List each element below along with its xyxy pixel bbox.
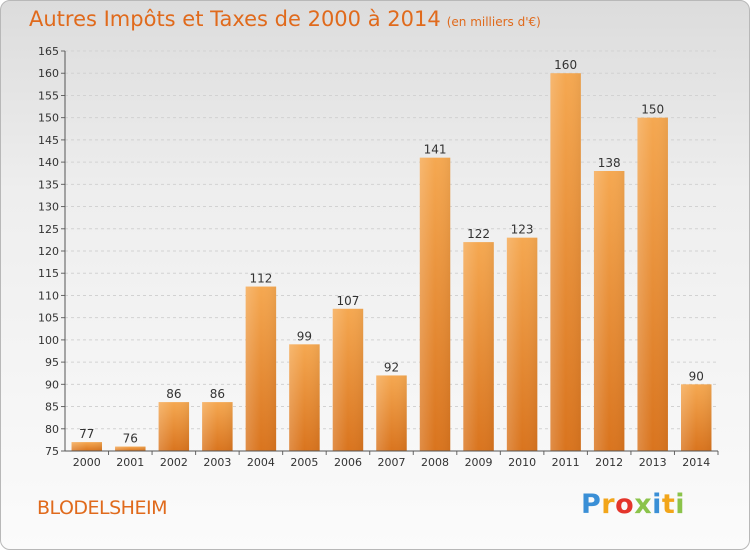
logo-letter: x xyxy=(634,489,653,520)
x-tick-label: 2000 xyxy=(73,456,101,469)
y-tick-label: 90 xyxy=(45,378,59,391)
y-tick-label: 120 xyxy=(38,245,59,258)
x-tick-label: 2003 xyxy=(203,456,231,469)
bars xyxy=(71,73,712,452)
bar-value-label: 150 xyxy=(641,103,664,117)
x-tick-label: 2011 xyxy=(552,456,580,469)
bar-shine xyxy=(376,375,407,451)
y-tick-label: 110 xyxy=(38,289,59,302)
bar-shine xyxy=(115,446,146,451)
y-tick-label: 125 xyxy=(38,223,59,236)
bar-shine xyxy=(506,237,538,451)
logo-letter: t xyxy=(661,489,676,520)
y-tick-label: 105 xyxy=(38,312,59,325)
y-tick-label: 145 xyxy=(38,134,59,147)
bar-value-label: 138 xyxy=(598,156,621,170)
x-tick-label: 2009 xyxy=(465,456,493,469)
y-tick-label: 140 xyxy=(38,156,59,169)
bar-shine xyxy=(71,442,103,451)
logo-letter: i xyxy=(652,489,662,520)
x-tick-label: 2014 xyxy=(682,456,710,469)
bar-shine xyxy=(637,117,668,452)
x-tick-label: 2002 xyxy=(160,456,188,469)
y-tick-label: 160 xyxy=(38,67,59,80)
bar-value-label: 86 xyxy=(166,387,181,401)
bar-value-label: 77 xyxy=(79,427,94,441)
commune-name: BLODELSHEIM xyxy=(37,497,167,519)
bar-shine xyxy=(463,242,494,451)
bar-value-label: 112 xyxy=(249,272,272,286)
bar-value-label: 107 xyxy=(337,294,360,308)
x-tick-label: 2013 xyxy=(639,456,667,469)
logo-letter: o xyxy=(615,489,635,520)
x-tick-label: 2004 xyxy=(247,456,275,469)
bar-value-label: 86 xyxy=(210,387,225,401)
chart-title-text: Autres Impôts et Taxes de 2000 à 2014 xyxy=(29,7,441,31)
bar-shine xyxy=(289,344,320,451)
logo-letter: i xyxy=(675,489,686,520)
bar-shine xyxy=(158,402,190,451)
axes xyxy=(64,51,718,452)
bar-value-label: 160 xyxy=(554,58,577,72)
bar-shine xyxy=(593,171,625,451)
x-tick-labels: 2000 2001 2002 2003 2004 2005 2006 2007 2008 2009… xyxy=(73,451,719,469)
bar-value-labels: 77 76 86 86 112 99 107 92 141 122 123 160 138 150 90 xyxy=(79,58,704,445)
y-tick-label: 150 xyxy=(38,112,59,125)
y-tick-label: 80 xyxy=(45,423,59,436)
y-tick-label: 75 xyxy=(45,445,59,458)
y-tick-label: 165 xyxy=(38,45,59,58)
bar-value-label: 90 xyxy=(689,369,704,383)
bar-shine xyxy=(419,157,451,451)
bar-shine xyxy=(202,402,233,451)
y-tick-label: 155 xyxy=(38,89,59,102)
y-tick-labels: 75 80 85 90 95 100 105 110 115 120 125 130 135 140 145… xyxy=(38,45,59,458)
x-tick-label: 2001 xyxy=(116,456,144,469)
x-tick-label: 2007 xyxy=(378,456,406,469)
bar-value-label: 76 xyxy=(123,432,138,446)
y-tick-label: 115 xyxy=(38,267,59,280)
x-tick-label: 2010 xyxy=(508,456,536,469)
bar-shine xyxy=(245,286,277,451)
bar-shine xyxy=(680,384,712,451)
x-tick-label: 2006 xyxy=(334,456,362,469)
bar-value-label: 99 xyxy=(297,329,312,343)
logo-letter: r xyxy=(601,489,616,520)
y-tick-label: 130 xyxy=(38,201,59,214)
logo-letter: P xyxy=(581,489,602,520)
bar-value-label: 122 xyxy=(467,227,490,241)
x-tick-label: 2005 xyxy=(290,456,318,469)
bar-value-label: 92 xyxy=(384,360,399,374)
bar-shine xyxy=(550,73,581,451)
chart-title: Autres Impôts et Taxes de 2000 à 2014 (en… xyxy=(29,7,541,31)
chart-subtitle: (en milliers d'€) xyxy=(446,15,541,29)
bar-value-label: 123 xyxy=(511,223,534,237)
bar-shine xyxy=(332,308,364,451)
x-tick-label: 2008 xyxy=(421,456,449,469)
bar-value-label: 141 xyxy=(424,143,447,157)
proxiti-logo: Proxiti xyxy=(581,489,685,520)
x-tick-label: 2012 xyxy=(595,456,623,469)
y-tick-label: 95 xyxy=(45,356,59,369)
y-tick-label: 100 xyxy=(38,334,59,347)
y-tick-label: 135 xyxy=(38,178,59,191)
y-tick-label: 85 xyxy=(45,401,59,414)
